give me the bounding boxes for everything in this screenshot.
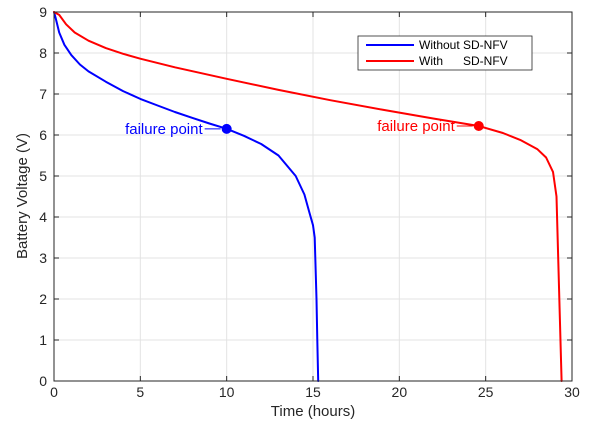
legend-label-without-sd-nfv: Without SD-NFV [419, 38, 508, 52]
y-axis-title: Battery Voltage (V) [14, 133, 31, 259]
failure-point-label: failure point [377, 118, 455, 135]
y-tick-label: 4 [39, 209, 47, 225]
x-tick-label: 0 [50, 384, 58, 400]
y-tick-label: 0 [39, 373, 47, 389]
y-tick-label: 1 [39, 332, 47, 348]
x-tick-label: 30 [564, 384, 580, 400]
series-line-without-sd-nfv [53, 11, 320, 382]
grid-lines [54, 12, 572, 381]
failure-point-marker [221, 123, 232, 134]
failure-point-marker [473, 120, 484, 131]
x-tick-label: 25 [478, 384, 494, 400]
failure-point-label: failure point [125, 121, 203, 138]
legend-box [357, 35, 533, 71]
x-tick-label: 10 [219, 384, 235, 400]
x-tick-label: 5 [136, 384, 144, 400]
series-layer [53, 11, 563, 382]
x-axis-title: Time (hours) [271, 403, 355, 420]
x-tick-label: 15 [305, 384, 321, 400]
legend-label-with-sd-nfv: With SD-NFV [419, 54, 508, 68]
tick-layer: 0 5 10 15 20 25 30 0 1 2 3 4 5 6 7 8 9 [39, 4, 580, 400]
series-line-with-sd-nfv [53, 11, 563, 382]
legend: Without SD-NFV With SD-NFV [357, 35, 533, 71]
annotation-layer: failure point failure point [125, 118, 484, 138]
x-tick-label: 20 [392, 384, 408, 400]
y-tick-label: 7 [39, 86, 47, 102]
y-tick-label: 8 [39, 45, 47, 61]
y-tick-label: 2 [39, 291, 47, 307]
y-tick-label: 6 [39, 127, 47, 143]
y-tick-label: 3 [39, 250, 47, 266]
y-tick-label: 5 [39, 168, 47, 184]
y-tick-label: 9 [39, 4, 47, 20]
